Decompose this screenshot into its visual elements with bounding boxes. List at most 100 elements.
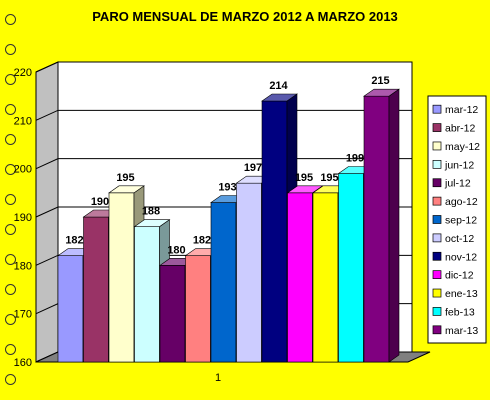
bar-front: [363, 95, 390, 363]
y-tick-label: 200: [14, 164, 32, 176]
bar-front: [210, 202, 237, 363]
ring-icon: [5, 374, 16, 385]
bar-front: [57, 255, 84, 363]
data-label: 197: [244, 162, 262, 174]
data-label: 214: [269, 80, 288, 92]
bar-top: [363, 88, 400, 97]
legend-item: ago-12: [432, 196, 478, 208]
legend-swatch: [432, 307, 442, 316]
bar-front: [312, 192, 339, 363]
ring-icon: [5, 314, 16, 325]
x-tick-label: 1: [215, 372, 221, 384]
legend-swatch: [432, 141, 442, 151]
legend-swatch: [432, 233, 442, 243]
bar-front: [134, 226, 160, 363]
legend-item: ene-13: [432, 288, 478, 300]
legend-swatch: [432, 159, 442, 169]
legend-swatch: [432, 104, 442, 114]
legend-label: mar-12: [445, 104, 478, 116]
legend-swatch: [432, 270, 442, 280]
data-label: 188: [142, 206, 160, 218]
legend-item: nov-12: [432, 251, 477, 263]
ring-icon: [5, 254, 16, 265]
legend-label: sep-12: [445, 215, 477, 227]
bars: 182 190 195 188 180 182 193 197 214 195 195 199 215: [57, 75, 400, 363]
legend-item: oct-12: [432, 233, 474, 245]
ring-icon: [5, 284, 16, 295]
data-label: 180: [167, 244, 185, 256]
bar-front: [108, 192, 135, 363]
legend: mar-12 abr-12 may-12 jun-12 jul-12 ago-12 sep-…: [427, 95, 487, 344]
y-tick-label: 180: [14, 260, 32, 272]
legend-swatch: [432, 251, 442, 261]
ring-icon: [5, 224, 16, 235]
legend-swatch: [432, 178, 442, 188]
ring-icon: [5, 104, 16, 115]
y-tick-label: 210: [14, 115, 32, 127]
bar-mar-13: 215: [363, 75, 400, 363]
ring-icon: [5, 344, 16, 355]
ring-icon: [5, 134, 16, 145]
bar-front: [159, 265, 186, 363]
bar-top: [261, 93, 298, 102]
bar-front: [287, 192, 313, 363]
legend-swatch: [432, 325, 442, 335]
legend-label: jul-12: [444, 178, 471, 190]
y-tick-label: 220: [14, 67, 32, 79]
bar-top: [133, 219, 171, 227]
legend-item: sep-12: [432, 215, 477, 227]
legend-label: may-12: [445, 141, 480, 153]
legend-swatch: [432, 196, 442, 206]
legend-label: abr-12: [445, 123, 476, 135]
bar-front: [185, 255, 211, 363]
legend-swatch: [432, 288, 442, 298]
legend-swatch: [432, 215, 442, 224]
x-axis-labels: 1: [215, 372, 221, 384]
legend-label: dic-12: [445, 270, 474, 282]
legend-label: ene-13: [445, 288, 478, 300]
data-label: 199: [346, 153, 364, 165]
data-label: 215: [371, 75, 389, 87]
legend-item: mar-12: [432, 104, 478, 116]
legend-label: oct-12: [445, 233, 474, 245]
legend-item: abr-12: [432, 123, 476, 135]
data-label: 195: [295, 172, 313, 184]
bar-nov-12: 214: [261, 80, 298, 363]
ring-icon: [5, 44, 16, 55]
y-axis-labels: 160 170 180 190 200 210 220: [14, 67, 32, 369]
legend-item: dic-12: [432, 270, 474, 282]
data-label: 182: [193, 235, 211, 247]
gridline: [35, 61, 412, 73]
legend-item: jul-12: [432, 178, 471, 190]
bar-front: [236, 182, 262, 363]
legend-label: mar-13: [445, 325, 478, 337]
bar-top: [108, 185, 145, 194]
y-tick-label: 160: [14, 357, 32, 369]
y-tick-label: 170: [14, 309, 32, 321]
data-label: 190: [91, 196, 109, 208]
legend-item: feb-13: [432, 306, 475, 318]
ring-icon: [5, 74, 16, 85]
legend-item: mar-13: [432, 325, 478, 337]
legend-item: may-12: [432, 141, 480, 153]
y-tick-label: 190: [14, 212, 32, 224]
legend-swatch: [432, 123, 442, 132]
bar-ene-13: 195: [312, 172, 349, 363]
data-label: 193: [218, 182, 236, 194]
bar-side: [388, 88, 400, 363]
ring-icon: [5, 194, 16, 205]
bar-front: [338, 173, 364, 363]
legend-label: jun-12: [444, 159, 474, 171]
legend-label: ago-12: [445, 196, 478, 208]
data-label: 182: [65, 235, 83, 247]
data-label: 195: [116, 172, 134, 184]
legend-label: nov-12: [445, 251, 477, 263]
ring-icon: [5, 14, 16, 25]
legend-label: feb-13: [445, 306, 475, 318]
data-label: 195: [320, 172, 338, 184]
bar-front: [261, 100, 288, 363]
ring-icon: [5, 164, 16, 175]
bar-front: [83, 216, 109, 363]
